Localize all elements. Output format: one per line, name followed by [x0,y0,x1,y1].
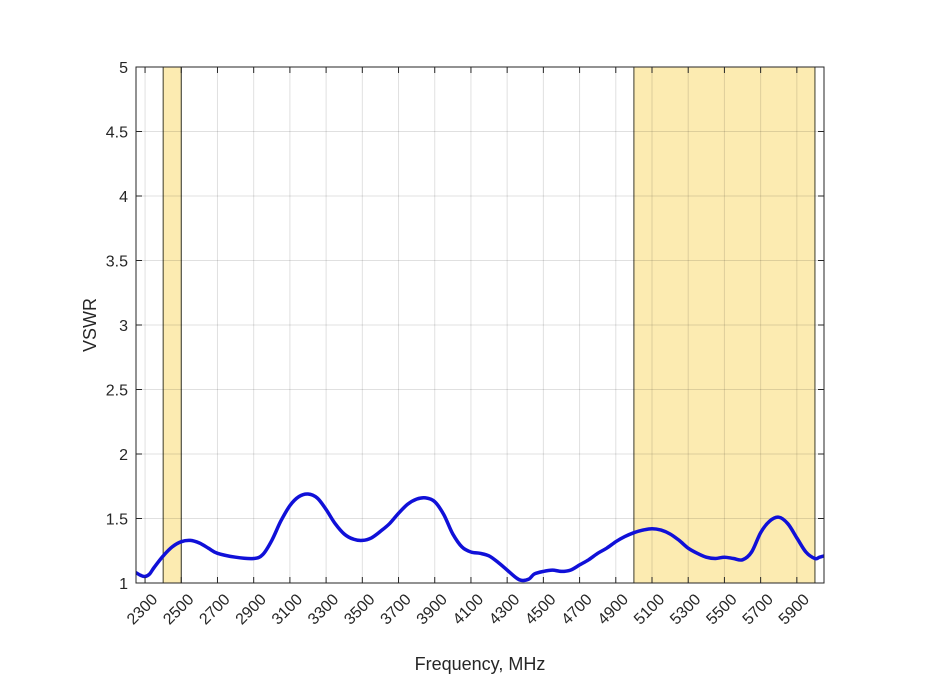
frequency-bands [162,66,816,584]
y-tick-label: 2.5 [106,383,128,400]
y-tick-label: 2 [119,447,128,464]
y-tick-label: 5 [119,60,128,77]
y-tick-label: 1.5 [106,512,128,529]
y-axis-label: VSWR [80,298,100,352]
y-tick-labels: 1 1.5 2 2.5 3 3.5 4 4.5 5 [106,60,128,593]
y-tick-label: 3.5 [106,254,128,271]
x-axis-label: Frequency, MHz [415,654,546,674]
vswr-series-line-1 [136,492,824,583]
y-tick-label: 4 [119,189,128,206]
y-tick-label: 4.5 [106,125,128,142]
y-tick-label: 1 [119,576,128,593]
axis-ticks [136,66,824,584]
band-2 [633,66,816,584]
y-tick-label: 3 [119,318,128,335]
series-layer [136,492,824,583]
